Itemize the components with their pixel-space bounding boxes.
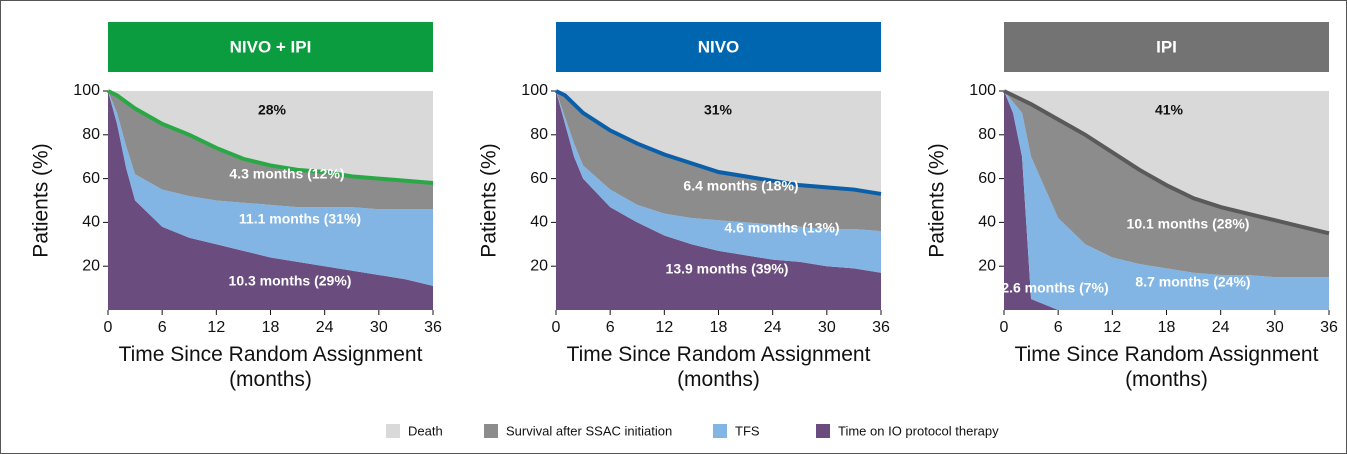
y-tick-label: 60 <box>82 170 100 187</box>
x-tick-label: 36 <box>424 319 442 336</box>
annotation: 13.9 months (39%) <box>666 261 789 277</box>
y-tick-label: 100 <box>521 82 548 99</box>
x-tick-label: 12 <box>655 319 673 336</box>
area-segment <box>108 91 433 210</box>
y-tick-label: 60 <box>978 170 996 187</box>
y-axis-label: Patients (%) <box>30 143 53 257</box>
area-segment <box>1004 91 1329 234</box>
survival-line <box>107 89 434 185</box>
annotation: 28% <box>258 102 287 118</box>
y-tick-label: 80 <box>978 126 996 143</box>
annotation: 41% <box>1155 102 1184 118</box>
y-tick-label: 40 <box>978 214 996 231</box>
area-segment <box>556 91 881 273</box>
y-tick-label: 60 <box>530 170 548 187</box>
x-tick-label: 12 <box>1103 319 1121 336</box>
x-axis-label: Time Since Random Assignment (months) <box>566 343 871 391</box>
annotation: 6.4 months (18%) <box>683 178 798 194</box>
y-tick-label: 40 <box>82 214 100 231</box>
legend-swatch <box>386 424 400 438</box>
panel-title: IPI <box>1156 37 1177 56</box>
panel-banner <box>556 22 881 72</box>
x-tick-label: 0 <box>552 319 561 336</box>
panel-banner <box>1004 22 1329 72</box>
annotation: 4.3 months (12%) <box>229 166 344 182</box>
panel-title: NIVO + IPI <box>230 37 312 56</box>
legend-label: Death <box>408 423 443 438</box>
x-tick-label: 6 <box>1054 319 1063 336</box>
annotation: 4.6 months (13%) <box>724 220 839 236</box>
x-tick-label: 0 <box>104 319 113 336</box>
x-tick-label: 12 <box>207 319 225 336</box>
annotation: 8.7 months (24%) <box>1135 274 1250 290</box>
area-segment <box>108 91 433 310</box>
area-segment <box>1004 91 1329 278</box>
legend-swatch <box>816 424 830 438</box>
survival-line <box>555 89 882 196</box>
y-tick-label: 80 <box>82 126 100 143</box>
y-tick-label: 80 <box>530 126 548 143</box>
legend-swatch <box>484 424 498 438</box>
y-axis-label: Patients (%) <box>926 143 949 257</box>
survival-line <box>1003 89 1330 236</box>
x-axis-label: Time Since Random Assignment (months) <box>118 343 423 391</box>
x-tick-label: 18 <box>262 319 280 336</box>
y-tick-label: 40 <box>530 214 548 231</box>
area-segment <box>1004 91 1329 310</box>
area-segment <box>556 91 881 310</box>
legend-label: TFS <box>735 423 760 438</box>
x-tick-label: 0 <box>1000 319 1009 336</box>
x-axis-label: Time Since Random Assignment (months) <box>1014 343 1319 391</box>
legend-label: Time on IO protocol therapy <box>838 423 999 438</box>
y-tick-label: 100 <box>73 82 100 99</box>
y-tick-label: 100 <box>969 82 996 99</box>
legend-label: Survival after SSAC initiation <box>506 423 672 438</box>
legend-swatch <box>713 424 727 438</box>
y-tick-label: 20 <box>82 257 100 274</box>
x-tick-label: 18 <box>1158 319 1176 336</box>
x-tick-label: 6 <box>606 319 615 336</box>
annotation: 31% <box>704 102 733 118</box>
area-segment <box>108 91 433 286</box>
area-segment <box>556 91 881 194</box>
annotation: 11.1 months (31%) <box>239 211 361 227</box>
x-tick-label: 6 <box>158 319 167 336</box>
panel-title: NIVO <box>698 37 740 56</box>
x-tick-label: 24 <box>1212 319 1230 336</box>
annotation: 10.3 months (29%) <box>229 273 352 289</box>
area-segment <box>108 91 433 183</box>
y-axis-label: Patients (%) <box>478 143 501 257</box>
x-tick-label: 30 <box>1266 319 1284 336</box>
x-tick-label: 24 <box>764 319 782 336</box>
x-tick-label: 24 <box>316 319 334 336</box>
x-tick-label: 30 <box>370 319 388 336</box>
annotation: 10.1 months (28%) <box>1127 216 1250 232</box>
x-tick-label: 30 <box>818 319 836 336</box>
area-segment <box>556 91 881 232</box>
y-tick-label: 20 <box>530 257 548 274</box>
x-tick-label: 18 <box>710 319 728 336</box>
x-tick-label: 36 <box>1320 319 1338 336</box>
y-tick-label: 20 <box>978 257 996 274</box>
x-tick-label: 36 <box>872 319 890 336</box>
annotation: 2.6 months (7%) <box>1001 280 1108 296</box>
panel-banner <box>108 22 433 72</box>
